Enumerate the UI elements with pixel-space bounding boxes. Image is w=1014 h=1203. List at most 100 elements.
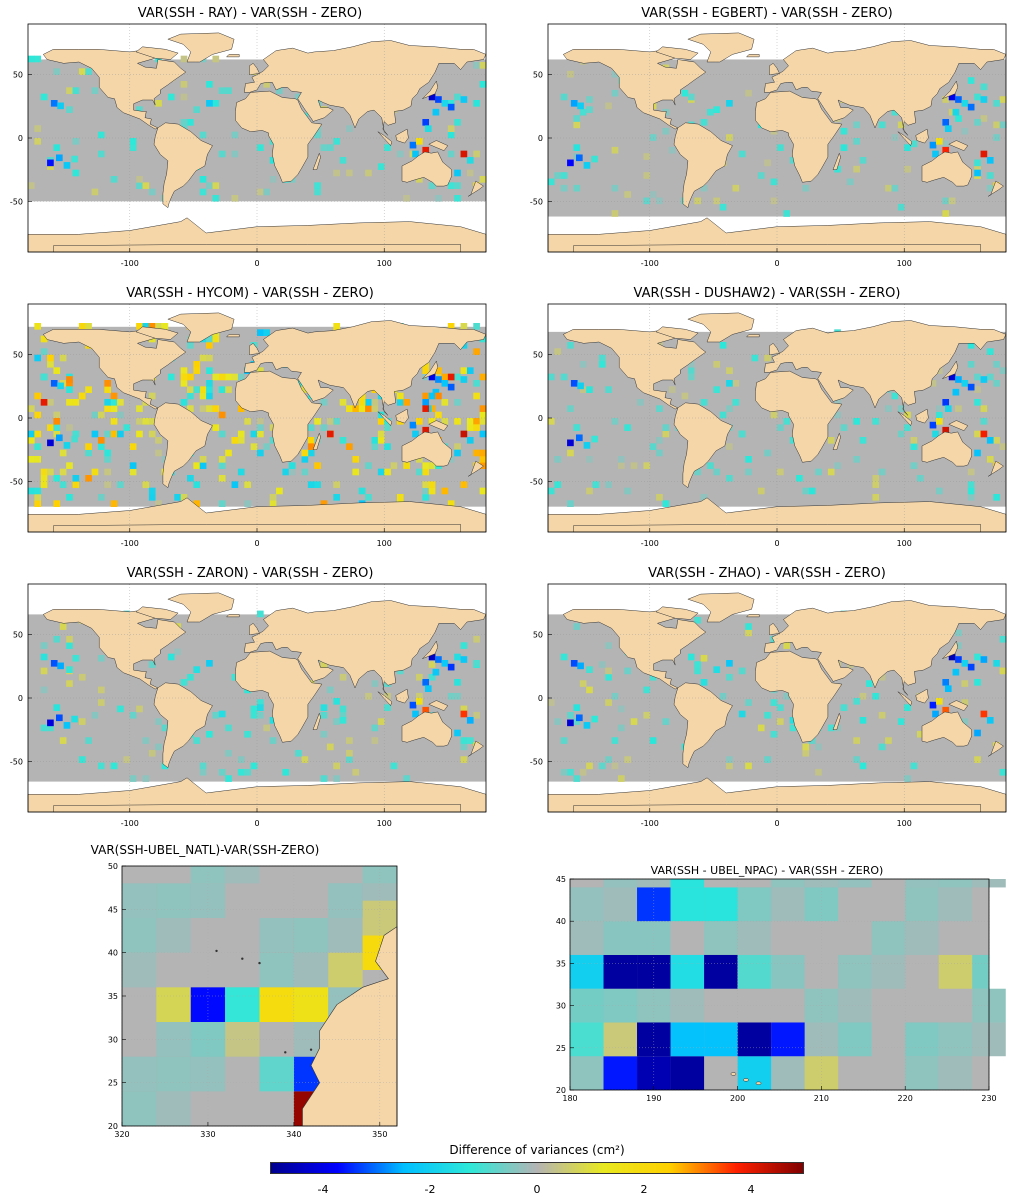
heatmap-cell (295, 749, 302, 757)
heatmap-cell (460, 737, 468, 744)
heatmap-cell (866, 680, 873, 687)
island (743, 1078, 749, 1082)
heatmap-cell (936, 418, 943, 425)
heatmap-cell (789, 717, 797, 724)
heatmap-cell (999, 121, 1007, 129)
heatmap-cell (231, 195, 239, 202)
heatmap-cell (955, 115, 962, 122)
heatmap-cell (986, 456, 994, 463)
y-tick-label: 25 (556, 1044, 566, 1053)
heatmap-cell (180, 494, 188, 501)
heatmap-cell (999, 667, 1007, 675)
heatmap-cell (97, 437, 105, 444)
heatmap-cell (460, 642, 468, 649)
heatmap-cell (422, 392, 430, 400)
heatmap-cell (40, 642, 48, 649)
y-tick-label: 0 (538, 414, 543, 423)
heatmap-cell (942, 679, 950, 686)
heatmap-cell (63, 442, 71, 449)
heatmap-cell (314, 462, 321, 469)
y-tick-label: -50 (10, 197, 23, 206)
continent (312, 432, 321, 450)
heatmap-cell (288, 462, 296, 469)
heatmap-cell (713, 468, 721, 476)
y-tick-label: 35 (108, 992, 118, 1001)
continent (921, 151, 972, 187)
heatmap-cell (460, 481, 468, 488)
heatmap-cell (897, 121, 905, 129)
heatmap-cell (365, 494, 372, 501)
heatmap-cell (567, 439, 574, 447)
panel-ubel-natl: VAR(SSH-UBEL_NATL)-VAR(SSH-ZERO) 320 330 3… (0, 840, 520, 1140)
heatmap-cell (885, 737, 892, 744)
heatmap-cell (136, 418, 143, 425)
heatmap-cell (929, 380, 937, 387)
continent (428, 140, 449, 152)
heatmap-cell (66, 376, 73, 383)
x-tick-label: 100 (897, 819, 912, 828)
x-tick-label: 180 (562, 1094, 577, 1103)
heatmap-cell (891, 392, 899, 400)
heatmap-cell (670, 879, 705, 888)
heatmap-cell (136, 106, 143, 113)
heatmap-cell (301, 468, 309, 476)
continent (401, 431, 452, 467)
heatmap-cell (187, 475, 194, 482)
heatmap-cell (293, 952, 329, 988)
heatmap-cell (570, 887, 604, 922)
heatmap-cell (377, 437, 385, 444)
heatmap-cell (257, 424, 264, 431)
heatmap-cell (840, 144, 848, 151)
heatmap-cell (104, 380, 111, 387)
heatmap-cell (148, 749, 156, 757)
heatmap-cell (948, 93, 956, 101)
x-tick-label: -100 (121, 259, 139, 268)
heatmap-cell (269, 500, 277, 507)
heatmap-cell (180, 81, 188, 88)
heatmap-cell (466, 157, 474, 164)
heatmap-cell (473, 418, 480, 425)
heatmap-cell (218, 462, 226, 469)
heatmap-cell (326, 686, 334, 694)
heatmap-cell (346, 443, 353, 450)
heatmap-cell (276, 487, 283, 495)
heatmap-cell (50, 380, 58, 387)
heatmap-cell (142, 775, 150, 782)
heatmap-cell (834, 462, 841, 469)
heatmap-cell (218, 475, 226, 482)
heatmap-cell (570, 100, 578, 107)
heatmap-cell (122, 883, 157, 918)
heatmap-cell (174, 494, 181, 501)
heatmap-cell (66, 106, 73, 113)
heatmap-cell (460, 376, 468, 383)
heatmap-cell (269, 717, 277, 724)
heatmap-cell (955, 642, 962, 649)
continent (832, 712, 841, 730)
heatmap-cell (570, 380, 578, 387)
heatmap-cell (764, 711, 771, 719)
heatmap-cell (473, 392, 480, 400)
heatmap-cell (586, 456, 593, 463)
y-tick-label: 0 (18, 134, 23, 143)
heatmap-cell (314, 131, 321, 139)
heatmap-cell (320, 661, 328, 668)
heatmap-cell (936, 405, 943, 412)
heatmap-cell (603, 887, 638, 922)
heatmap-cell (466, 437, 474, 444)
heatmap-cell (199, 131, 207, 139)
heatmap-cell (416, 468, 423, 476)
heatmap-cell (630, 462, 638, 469)
heatmap-cell (384, 704, 391, 711)
heatmap-cell (346, 125, 353, 132)
heatmap-cell (643, 686, 651, 694)
continent (988, 180, 1004, 197)
heatmap-cell (999, 367, 1007, 374)
heatmap-cell (591, 155, 598, 163)
heatmap-cell (358, 487, 366, 495)
heatmap-cell (71, 715, 78, 723)
heatmap-cell (428, 661, 436, 668)
map-egbert: -100 0 100 50 0 -50 (530, 23, 1007, 268)
heatmap-cell (190, 883, 226, 918)
heatmap-cell (808, 487, 816, 495)
heatmap-cell (104, 399, 111, 406)
